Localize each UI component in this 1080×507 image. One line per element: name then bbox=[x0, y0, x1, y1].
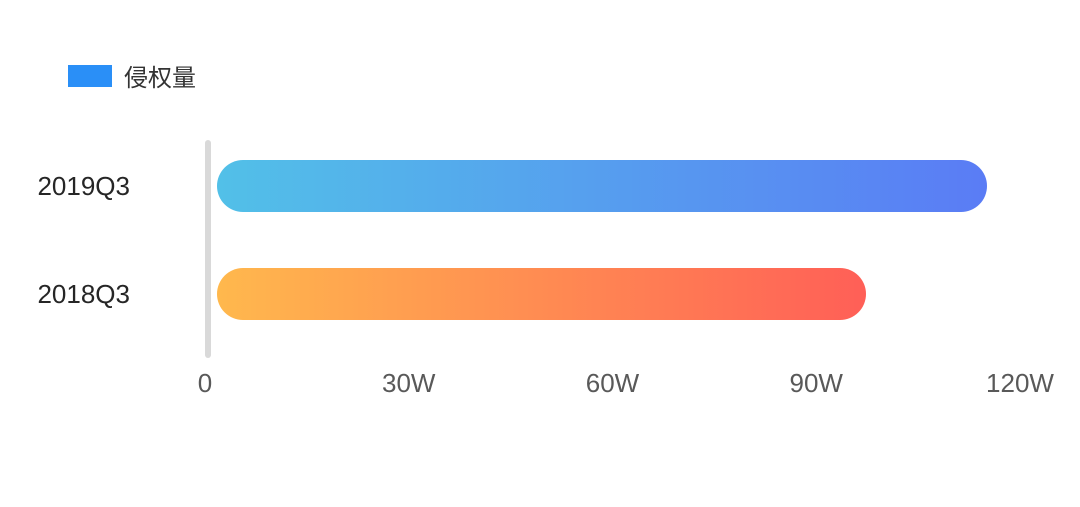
bar-0 bbox=[217, 160, 987, 212]
legend-swatch bbox=[68, 65, 112, 87]
plot-area: 2019Q3 2018Q3 bbox=[205, 140, 1020, 400]
bar-row-1 bbox=[205, 268, 866, 320]
chart-container: 侵权量 2019Q3 2018Q3 0 30W 60W 90W 120W bbox=[0, 0, 1080, 507]
bar-row-0 bbox=[205, 160, 987, 212]
category-label-0: 2019Q3 bbox=[37, 160, 130, 212]
bar-1 bbox=[217, 268, 866, 320]
category-label-1: 2018Q3 bbox=[37, 268, 130, 320]
x-tick-2: 60W bbox=[586, 368, 639, 399]
x-tick-4: 120W bbox=[986, 368, 1054, 399]
x-tick-3: 90W bbox=[790, 368, 843, 399]
x-tick-1: 30W bbox=[382, 368, 435, 399]
legend-label: 侵权量 bbox=[124, 58, 196, 93]
x-tick-0: 0 bbox=[198, 368, 212, 399]
legend: 侵权量 bbox=[68, 58, 196, 93]
